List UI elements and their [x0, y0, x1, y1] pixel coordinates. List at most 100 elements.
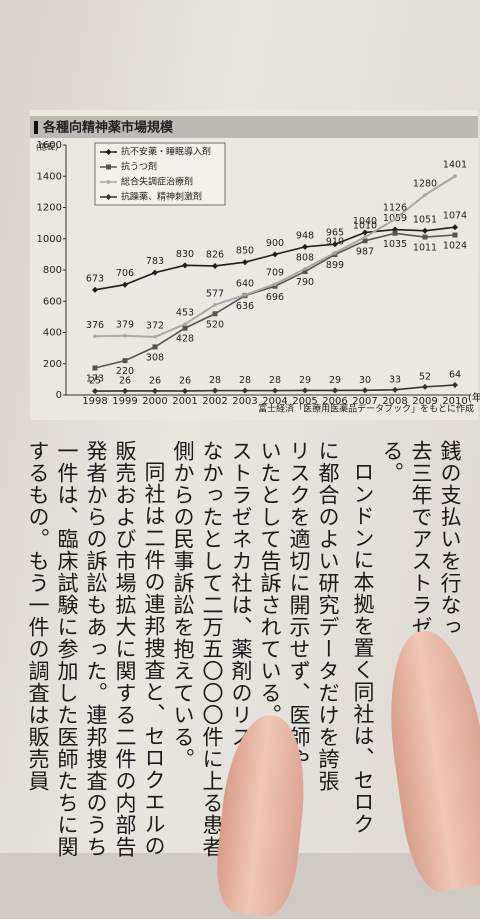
x-tick-label: 2010: [442, 396, 467, 407]
marker: [392, 386, 398, 393]
marker: [332, 387, 338, 394]
y-tick-label: 600: [43, 296, 62, 307]
marker: [393, 217, 397, 221]
marker: [363, 235, 367, 239]
text-column: 発者からの訴訟もあった。連邦捜査のうち: [84, 440, 108, 858]
data-label: 29: [329, 375, 341, 386]
marker: [242, 259, 248, 266]
marker: [122, 387, 128, 394]
text-column: る。: [380, 440, 404, 484]
data-label: 28: [269, 375, 281, 386]
data-label: 1051: [413, 214, 437, 225]
text-column: いたとして告訴されている。現: [258, 440, 282, 748]
text-column: 販売および市場拡大に関する二件の内部告: [113, 440, 137, 858]
marker: [152, 387, 158, 394]
data-label: 696: [266, 292, 284, 303]
marker: [92, 286, 98, 293]
data-label: 783: [146, 256, 164, 267]
data-label: 910: [326, 236, 344, 247]
data-label: 1401: [443, 160, 467, 171]
data-label: 28: [239, 375, 251, 386]
marker: [392, 230, 398, 236]
x-tick-label: 2003: [232, 396, 257, 407]
marker: [362, 229, 368, 236]
x-tick-label: 1998: [82, 396, 107, 407]
text-column: ロンドンに本拠を置く同社は、セロク: [351, 461, 375, 835]
marker: [152, 344, 158, 350]
title-marker: [34, 121, 38, 134]
marker: [302, 269, 308, 275]
y-tick-label: 800: [43, 265, 62, 276]
marker: [272, 283, 278, 289]
data-label: 308: [146, 352, 164, 363]
legend-label: 抗うつ剤: [121, 161, 157, 173]
data-label: 25: [89, 376, 101, 387]
marker: [123, 333, 127, 338]
legend-marker: [106, 180, 111, 184]
data-label: 900: [266, 238, 284, 249]
marker: [423, 193, 427, 197]
x-tick-label: 2000: [142, 396, 167, 407]
marker: [242, 387, 248, 394]
source: 富士経済「医療用医薬品データブック」をもとに作成: [258, 403, 474, 415]
legend-box: [94, 142, 226, 206]
text-column: するもの。もう一件の調査は販売員: [26, 440, 50, 792]
marker: [273, 282, 277, 287]
data-label: 64: [449, 370, 461, 381]
x-tick-label: 2004: [262, 396, 287, 407]
y-tick-label: 1000: [37, 234, 62, 245]
data-label: 220: [116, 366, 134, 377]
marker: [243, 293, 247, 297]
marker: [272, 387, 278, 394]
x-tick-label: 2001: [172, 396, 197, 407]
marker: [453, 174, 457, 178]
x-tick-label: 2002: [202, 396, 227, 407]
data-label: 29: [299, 375, 311, 386]
marker: [362, 238, 368, 244]
marker: [212, 387, 218, 394]
y-tick-label: 1200: [37, 203, 62, 214]
text-column: 銭の支払いを行なっ: [438, 440, 462, 638]
marker: [92, 388, 98, 395]
data-label: 850: [236, 246, 254, 257]
marker: [452, 224, 458, 231]
data-label: 372: [146, 320, 164, 331]
data-label: 1035: [383, 239, 407, 250]
text-column: なかったとして二万五〇〇〇件に上る患者: [200, 440, 224, 858]
marker: [153, 335, 157, 339]
marker: [302, 387, 308, 394]
y-tick-label: 1600: [37, 140, 62, 151]
data-label: 379: [116, 319, 134, 330]
x-tick-label: 2006: [322, 396, 347, 407]
data-label: 899: [326, 260, 344, 271]
text-column: 側からの民事訴訟を抱えている。: [171, 440, 195, 770]
data-label: 706: [116, 268, 134, 279]
chart-title: 各種向精神薬市場規模: [42, 120, 174, 136]
data-label: 30: [359, 375, 371, 386]
data-label: 830: [176, 249, 194, 260]
data-label: 808: [296, 252, 314, 263]
data-label: 987: [356, 246, 374, 257]
data-label: 453: [176, 308, 194, 319]
data-label: 673: [86, 273, 104, 284]
data-label: 1280: [413, 179, 437, 190]
x-tick-label: 2005: [292, 396, 317, 407]
text-column: 一件は、臨床試験に参加した医師たちに関: [55, 440, 79, 858]
data-label: 520: [206, 319, 224, 330]
legend-label: 抗不安薬・睡眠導入剤: [121, 146, 211, 158]
data-label: 33: [389, 374, 401, 385]
data-label: 1074: [443, 211, 467, 222]
marker: [122, 358, 128, 364]
marker: [422, 234, 428, 240]
data-label: 640: [236, 279, 254, 290]
marker: [452, 382, 458, 388]
text-column: に都合のよい研究データだけを誇張: [316, 440, 340, 792]
legend-marker: [105, 194, 112, 200]
marker: [333, 251, 337, 255]
data-label: 948: [296, 230, 314, 241]
marker: [183, 322, 187, 327]
text-column: 去三年でアストラゼ: [409, 440, 433, 638]
data-label: 636: [236, 301, 254, 312]
data-label: 26: [179, 375, 191, 386]
chart: 各種向精神薬市場規模 (億錠) (年 富士経済「医療用医薬品データブック」をもと…: [30, 110, 480, 420]
